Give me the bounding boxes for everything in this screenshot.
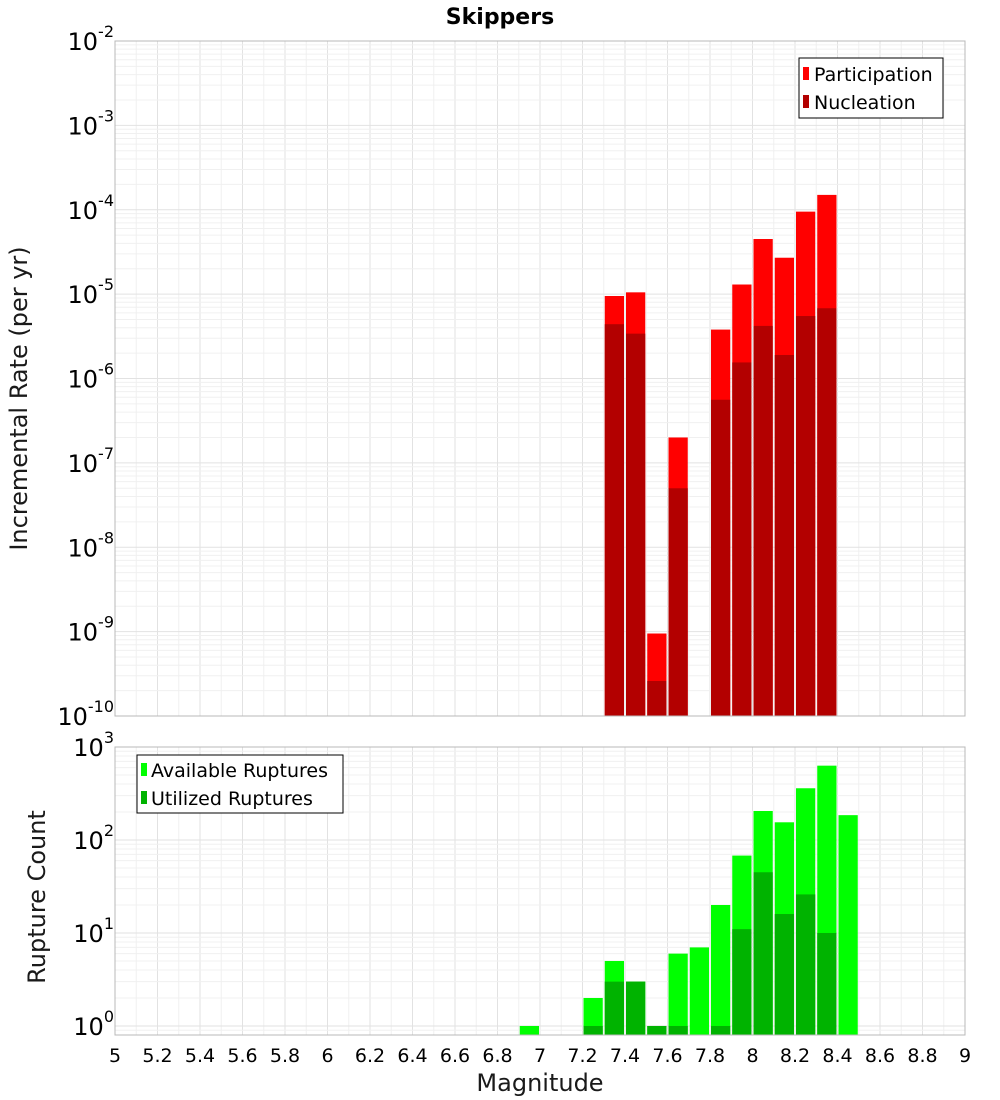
x-tick-label: 5.4 — [185, 1045, 215, 1067]
top-y-tick-label: 10-9 — [68, 613, 115, 647]
bottom-bar-series1 — [668, 953, 688, 1035]
chart-title: Skippers — [446, 5, 554, 30]
bottom-legend-swatch — [141, 791, 147, 804]
top-bar-series2 — [817, 308, 837, 716]
x-tick-label: 5.2 — [142, 1045, 172, 1067]
top-bar-series2 — [668, 488, 688, 716]
bottom-bar-series1 — [519, 1025, 539, 1035]
bottom-y-tick-label: 102 — [73, 821, 114, 855]
top-legend-swatch — [803, 67, 809, 80]
top-bar-series2 — [647, 680, 667, 716]
bottom-y-tick-label: 100 — [73, 1007, 114, 1041]
bottom-bar-series2 — [668, 1025, 688, 1035]
bottom-bar-series2 — [817, 932, 837, 1035]
top-plot-frame — [114, 40, 966, 717]
bottom-legend-box — [136, 754, 344, 814]
x-tick-label: 6.8 — [482, 1045, 512, 1067]
x-tick-label: 8.4 — [822, 1045, 852, 1067]
top-bar-series2 — [626, 333, 646, 716]
top-y-tick-label: 10-4 — [68, 191, 115, 225]
top-grid — [114, 41, 966, 717]
bottom-legend-swatch — [141, 763, 147, 776]
bottom-bar-series1 — [711, 904, 731, 1035]
top-bar-series2 — [604, 324, 624, 716]
bottom-y-ticks: 103 102 101 100 — [73, 728, 114, 1041]
top-y-tick-label: 10-2 — [68, 22, 115, 56]
x-tick-label: 7.4 — [610, 1045, 640, 1067]
top-y-tick-label: 10-7 — [68, 444, 115, 478]
x-tick-label: 7 — [534, 1045, 546, 1067]
bottom-legend: Available Ruptures Utilized Ruptures — [136, 754, 344, 814]
top-y-tick-label: 10-10 — [57, 697, 114, 731]
bottom-bar-series2 — [604, 981, 624, 1035]
bottom-plot-frame — [114, 746, 966, 1036]
top-y-tick-label: 10-6 — [68, 360, 115, 394]
top-legend-swatch — [803, 95, 809, 108]
top-y-tick-label: 10-8 — [68, 528, 115, 562]
top-bar-series2 — [796, 316, 816, 716]
bottom-bar-series1 — [583, 997, 603, 1035]
bottom-y-tick-label: 103 — [73, 728, 114, 762]
bottom-bar-series2 — [583, 1025, 603, 1035]
bottom-legend-label: Utilized Ruptures — [151, 788, 313, 810]
top-bars — [604, 194, 837, 716]
bottom-bar-series2 — [796, 894, 816, 1035]
x-tick-label: 6 — [321, 1045, 333, 1067]
top-bar-series2 — [732, 362, 752, 716]
top-legend-label: Participation — [814, 64, 933, 86]
x-tick-label: 5 — [109, 1045, 121, 1067]
bottom-y-axis-label: Rupture Count — [23, 810, 51, 984]
bottom-bar-series2 — [732, 929, 752, 1035]
top-y-tick-label: 10-3 — [68, 106, 115, 140]
x-tick-label: 8.8 — [907, 1045, 937, 1067]
bottom-bar-series1 — [838, 815, 858, 1035]
bottom-bar-series2 — [626, 981, 646, 1035]
bottom-bar-series2 — [711, 1025, 731, 1035]
x-tick-label: 8.6 — [865, 1045, 895, 1067]
x-tick-label: 7.2 — [567, 1045, 597, 1067]
x-tick-label: 6.4 — [397, 1045, 427, 1067]
x-tick-label: 8 — [746, 1045, 758, 1067]
x-tick-label: 5.6 — [227, 1045, 257, 1067]
top-bar-series2 — [774, 354, 794, 716]
bottom-bar-series2 — [647, 1025, 667, 1035]
top-y-tick-label: 10-5 — [68, 275, 115, 309]
x-tick-label: 8.2 — [780, 1045, 810, 1067]
bottom-bars — [519, 765, 858, 1035]
top-legend-box — [798, 57, 944, 119]
x-tick-label: 9 — [959, 1045, 971, 1067]
bottom-y-tick-label: 101 — [73, 914, 114, 948]
top-legend: Participation Nucleation — [798, 57, 944, 119]
top-y-axis-label: Incremental Rate (per yr) — [5, 246, 33, 550]
x-axis-label: Magnitude — [476, 1069, 603, 1097]
x-tick-label: 6.2 — [355, 1045, 385, 1067]
x-tick-label: 7.6 — [652, 1045, 682, 1067]
x-ticks: 5 5.2 5.4 5.6 5.8 6 6.2 6.4 6.6 6.8 7 7.2 7.4 7.6 7.8 8… — [109, 1045, 971, 1067]
bottom-bar-series2 — [753, 872, 773, 1035]
bottom-legend-label: Available Ruptures — [151, 760, 328, 782]
x-tick-label: 5.8 — [270, 1045, 300, 1067]
top-y-ticks: 10-2 10-3 10-4 10-5 10-6 10-7 10-8 10-9 10-10 — [57, 22, 114, 731]
top-legend-label: Nucleation — [814, 92, 916, 114]
top-bar-series2 — [711, 399, 731, 716]
bottom-bar-series1 — [689, 947, 709, 1035]
x-tick-label: 7.8 — [695, 1045, 725, 1067]
top-bar-series2 — [753, 325, 773, 716]
bottom-bar-series2 — [774, 914, 794, 1035]
x-tick-label: 6.6 — [440, 1045, 470, 1067]
